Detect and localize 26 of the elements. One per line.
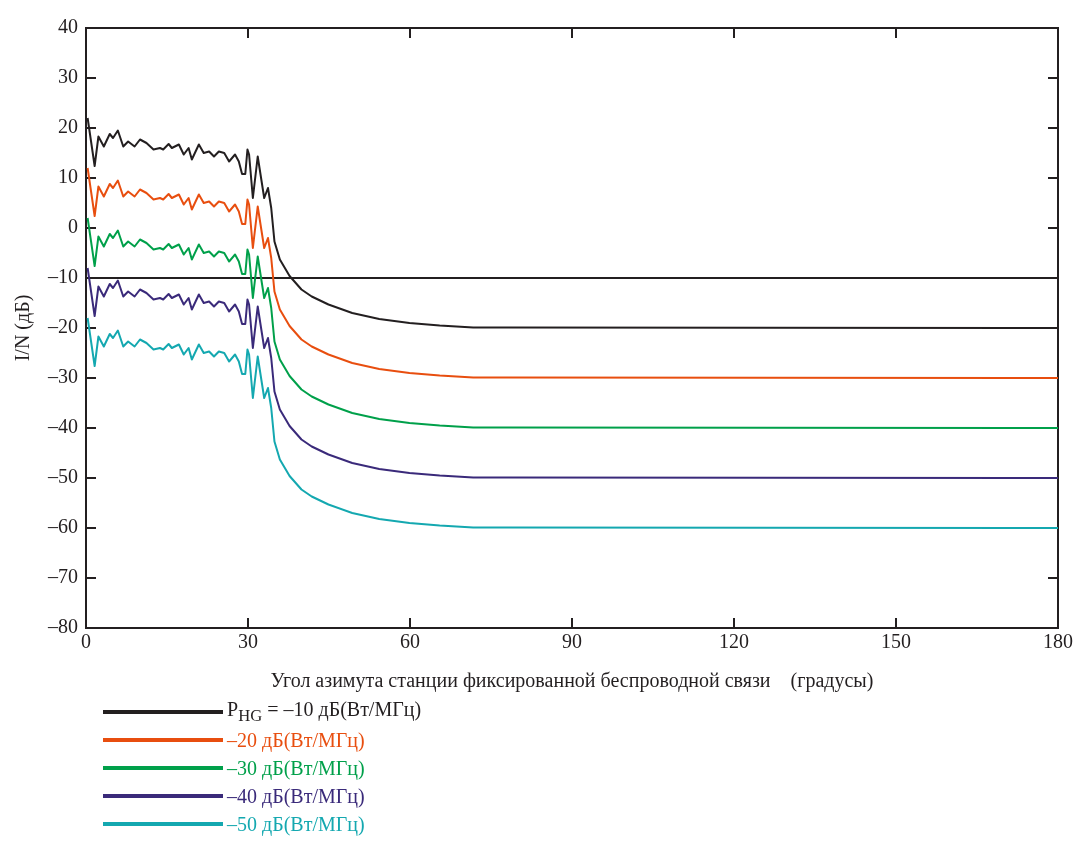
x-tick-label: 60 (400, 630, 420, 653)
text: –30 дБ(Вт/МГц) (227, 756, 365, 780)
y-tick-label: –70 (47, 565, 78, 588)
y-tick-label: –40 (47, 415, 78, 438)
y-tick-label: 40 (58, 15, 78, 38)
y-tick-label: –10 (47, 265, 78, 288)
y-tick-label: –60 (47, 515, 78, 538)
x-tick-label: 30 (238, 630, 258, 653)
y-tick-label: –30 (47, 365, 78, 388)
x-axis-title: Угол азимута станции фиксированной беспроводной связи (градусы) (270, 669, 874, 693)
x-tick-label: 120 (719, 630, 749, 653)
x-tick-label: 150 (881, 630, 911, 653)
y-axis-title: I/N (дБ) (11, 294, 35, 362)
text: –20 дБ(Вт/МГц) (227, 728, 365, 752)
text: P$_{HG}$ = –10 дБ(Вт/МГц) (227, 698, 422, 726)
y-tick-label: 0 (68, 215, 78, 238)
x-tick-label: 180 (1043, 630, 1073, 653)
text: –40 дБ(Вт/МГц) (227, 784, 365, 808)
y-tick-label: 30 (58, 65, 78, 88)
y-tick-label: –50 (47, 465, 78, 488)
text: –50 дБ(Вт/МГц) (227, 812, 365, 836)
y-tick-label: –80 (47, 615, 78, 638)
y-tick-label: 10 (58, 165, 78, 188)
y-tick-label: –20 (47, 315, 78, 338)
x-tick-label: 90 (562, 630, 582, 653)
y-tick-label: 20 (58, 115, 78, 138)
